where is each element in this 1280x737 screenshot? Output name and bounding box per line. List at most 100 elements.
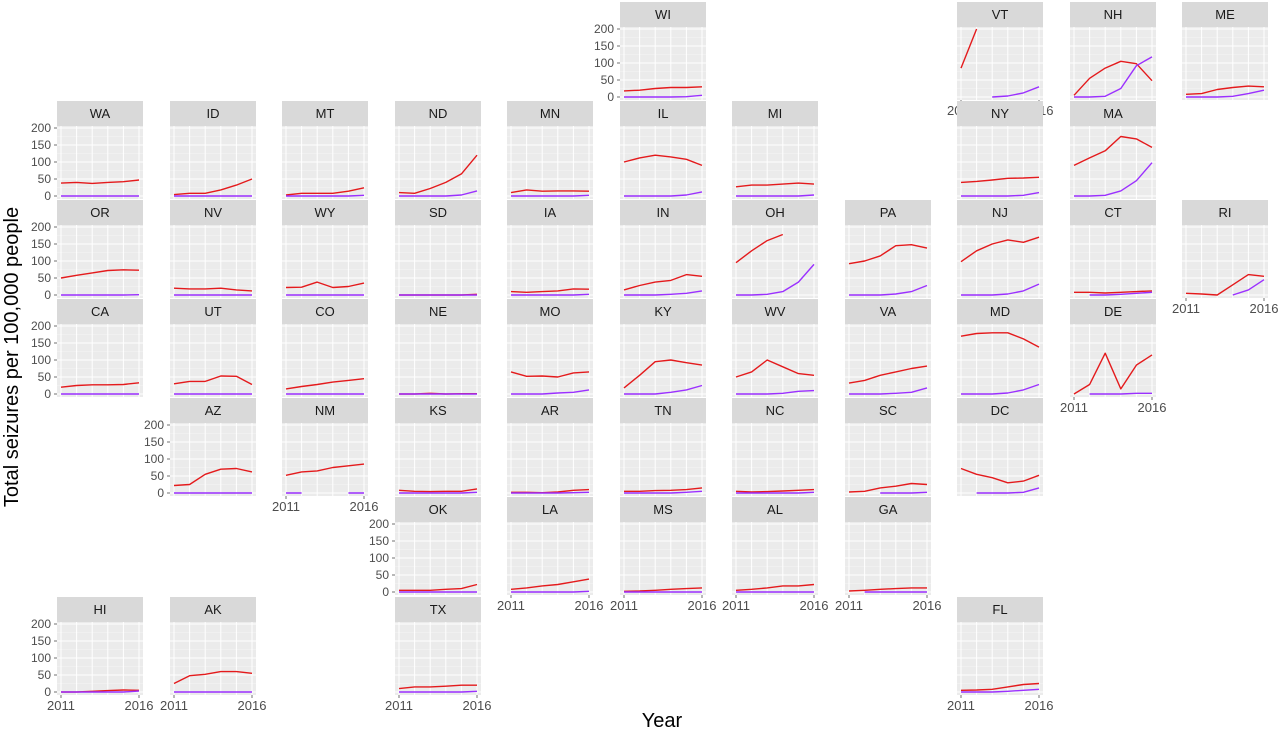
x-tick-label: 2011 (610, 598, 638, 613)
panel-strip-label: IA (544, 205, 557, 220)
panel-il: IL (620, 101, 706, 199)
panel-strip-label: NJ (992, 205, 1008, 220)
panel-mi: MI (732, 101, 818, 199)
x-tick-label: 2016 (125, 698, 154, 713)
panel-ar: AR (507, 398, 593, 496)
y-tick-label: 100 (594, 56, 614, 70)
panel-strip-label: ME (1215, 7, 1235, 22)
panel-strip-label: MT (316, 106, 335, 121)
panel-strip-label: ND (429, 106, 448, 121)
x-tick-label: 2011 (385, 698, 413, 713)
panel-nj: NJ (957, 200, 1043, 298)
panel-strip-label: OK (429, 502, 448, 517)
y-tick-label: 0 (44, 387, 51, 401)
panel-strip-label: FL (992, 602, 1007, 617)
y-tick-label: 50 (376, 568, 390, 582)
panel-strip-label: AK (204, 602, 222, 617)
x-tick-label: 2011 (497, 598, 525, 613)
panel-nd: ND (395, 101, 481, 199)
panel-mt: MT (282, 101, 368, 199)
panel-strip-label: OH (765, 205, 785, 220)
panel-me: ME (1182, 2, 1268, 100)
series-line (1090, 393, 1152, 394)
series-line (399, 492, 477, 493)
y-tick-label: 100 (369, 551, 389, 565)
panel-strip-label: MD (990, 304, 1010, 319)
panel-in: IN (620, 200, 706, 298)
y-tick-label: 200 (144, 418, 164, 432)
panel-ma: MA (1070, 101, 1156, 199)
panel-ny: NY (957, 101, 1043, 199)
y-tick-label: 0 (607, 90, 614, 104)
x-tick-label: 2016 (800, 598, 829, 613)
y-tick-label: 50 (151, 469, 165, 483)
x-tick-label: 2016 (913, 598, 942, 613)
x-tick-label: 2011 (1060, 400, 1088, 415)
panel-strip-label: VA (880, 304, 897, 319)
y-tick-label: 50 (38, 370, 52, 384)
series-line (286, 195, 364, 196)
y-tick-label: 0 (382, 585, 389, 599)
panel-sc: SC (845, 398, 931, 496)
panel-ks: KS (395, 398, 481, 496)
y-tick-label: 150 (31, 336, 51, 350)
y-tick-label: 50 (38, 668, 52, 682)
panel-strip-label: TN (654, 403, 671, 418)
y-tick-label: 150 (594, 39, 614, 53)
panel-strip-label: MO (540, 304, 561, 319)
x-tick-label: 2016 (1138, 400, 1167, 415)
panel-strip-label: WA (90, 106, 111, 121)
y-tick-label: 100 (31, 651, 51, 665)
series-line (511, 294, 589, 295)
panel-strip-label: LA (542, 502, 558, 517)
y-tick-label: 150 (31, 634, 51, 648)
panel-strip-label: WV (765, 304, 786, 319)
panel-strip-label: IL (658, 106, 669, 121)
panel-strip-label: NY (991, 106, 1009, 121)
series-line (511, 195, 589, 196)
panel-strip-label: HI (94, 602, 107, 617)
panel-strip-label: CO (315, 304, 335, 319)
x-tick-label: 2011 (272, 499, 300, 514)
panel-mo: MO (507, 299, 593, 397)
panel-sd: SD (395, 200, 481, 298)
panel-ct: CT (1070, 200, 1156, 298)
panel-strip-label: AR (541, 403, 559, 418)
panel-nh: NH (1070, 2, 1156, 100)
panel-strip-label: CT (1104, 205, 1121, 220)
y-tick-label: 200 (594, 22, 614, 36)
panel-strip-label: MN (540, 106, 560, 121)
series-line (511, 591, 589, 592)
panel-vt: VT20112016 (947, 2, 1053, 118)
panel-strip-label: MA (1103, 106, 1123, 121)
panel-strip-label: NV (204, 205, 222, 220)
panel-mn: MN (507, 101, 593, 199)
y-tick-label: 0 (157, 486, 164, 500)
panel-strip-label: AL (767, 502, 783, 517)
panel-wy: WY (282, 200, 368, 298)
panel-strip-label: PA (880, 205, 897, 220)
series-line (880, 492, 927, 493)
y-tick-label: 100 (31, 155, 51, 169)
y-tick-label: 200 (31, 220, 51, 234)
panel-strip-label: MI (768, 106, 782, 121)
panel-strip-label: NE (429, 304, 447, 319)
panel-strip-label: RI (1219, 205, 1232, 220)
y-tick-label: 200 (31, 121, 51, 135)
y-tick-label: 150 (31, 138, 51, 152)
y-tick-label: 150 (369, 534, 389, 548)
panel-ky: KY (620, 299, 706, 397)
x-tick-label: 2011 (47, 698, 75, 713)
